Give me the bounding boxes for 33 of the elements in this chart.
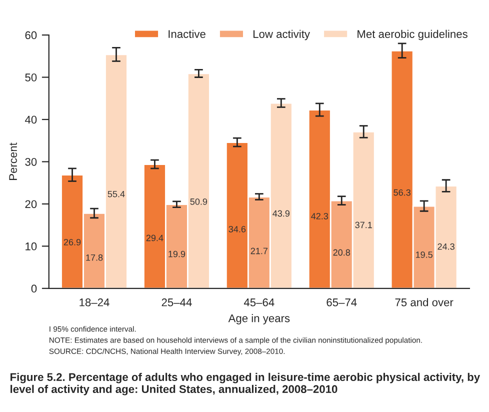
y-tick-label: 30 (25, 158, 37, 166)
y-axis-title: Percent (9, 142, 17, 180)
data-label: 19.5 (416, 251, 432, 258)
data-label: 55.4 (108, 190, 125, 198)
y-tick-label: 60 (25, 31, 37, 40)
x-axis-title: Age in years (228, 314, 290, 324)
data-label: 26.9 (64, 238, 81, 246)
data-label: 42.3 (311, 212, 328, 220)
data-label: 20.8 (333, 249, 350, 256)
legend-label: Inactive (168, 30, 206, 38)
data-label: 34.6 (228, 226, 246, 232)
y-tick-label: 40 (24, 116, 37, 124)
y-tick-label: 50 (25, 74, 37, 82)
x-tick-label: 25–44 (162, 298, 192, 306)
y-tick-label: 20 (25, 200, 37, 208)
legend-label: Low activity (254, 30, 310, 40)
data-label: 24.3 (438, 243, 454, 250)
x-tick-label: 65–74 (326, 298, 357, 306)
text: Figure 5.2. Percentage of adults who engaged in leisure-time aerobic physical activity, by level of activity and age: United States, annualized, 2008–2010 (10, 372, 480, 396)
y-tick-label: 10 (26, 242, 37, 250)
data-label: 19.9 (168, 250, 186, 258)
data-label: 50.9 (190, 198, 208, 205)
x-tick-label: 75 and over (395, 298, 454, 306)
data-label: 56.3 (394, 189, 410, 196)
x-tick-label: 18–24 (80, 298, 110, 306)
data-label: 29.4 (146, 234, 164, 242)
data-label: 17.8 (86, 254, 103, 261)
legend-label: Met aerobic guidelines (358, 30, 468, 40)
data-label: 43.9 (272, 210, 290, 217)
data-label: 21.7 (250, 248, 268, 254)
y-tick-label: 0 (31, 284, 37, 293)
x-tick-label: 45–64 (244, 298, 274, 306)
data-label: 37.1 (355, 222, 372, 228)
